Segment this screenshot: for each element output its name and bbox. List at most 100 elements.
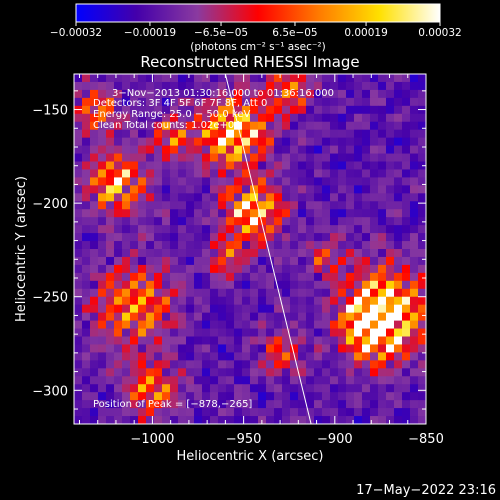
heatmap-cell xyxy=(210,249,219,258)
colorbar-tick-label: −0.00032 xyxy=(50,27,102,39)
heatmap-cell xyxy=(386,217,395,226)
heatmap-cell xyxy=(122,153,131,162)
heatmap-cell xyxy=(218,241,227,250)
heatmap-cell xyxy=(346,161,355,170)
heatmap-cell xyxy=(338,217,347,226)
heatmap-cell xyxy=(170,241,179,250)
heatmap-cell xyxy=(218,376,227,385)
heatmap-cell xyxy=(234,201,243,210)
heatmap-cell xyxy=(370,241,379,250)
heatmap-cell xyxy=(402,288,411,298)
heatmap-cell xyxy=(322,312,331,322)
heatmap-cell xyxy=(402,360,411,369)
heatmap-cell xyxy=(306,113,315,123)
heatmap-cell xyxy=(186,129,195,139)
heatmap-cell xyxy=(330,296,339,306)
heatmap-cell xyxy=(362,193,371,202)
heatmap-cell xyxy=(330,408,339,417)
heatmap-cell xyxy=(242,193,251,202)
heatmap-cell xyxy=(202,225,211,234)
heatmap-cell xyxy=(402,249,411,258)
heatmap-cell xyxy=(354,280,363,290)
heatmap-cell xyxy=(202,97,211,107)
heatmap-cell xyxy=(410,105,419,115)
heatmap-cell xyxy=(354,352,363,361)
heatmap-cell xyxy=(370,288,379,298)
heatmap-cell xyxy=(402,121,411,131)
heatmap-cell xyxy=(106,177,115,186)
heatmap-cell xyxy=(74,344,83,353)
heatmap-cell xyxy=(410,177,419,186)
heatmap-cell xyxy=(418,344,427,353)
heatmap-cell xyxy=(250,113,259,123)
heatmap-cell xyxy=(306,320,315,330)
heatmap-cell xyxy=(402,145,411,155)
heatmap-cell xyxy=(306,328,315,337)
heatmap-cell xyxy=(322,97,331,107)
heatmap-cell xyxy=(290,209,299,218)
heatmap-cell xyxy=(194,217,203,226)
heatmap-cell xyxy=(330,249,339,258)
heatmap-cell xyxy=(362,233,371,242)
heatmap-cell xyxy=(282,376,291,385)
heatmap-cell xyxy=(146,288,155,298)
heatmap-cell xyxy=(370,201,379,210)
heatmap-cell xyxy=(178,312,187,322)
heatmap-cell xyxy=(218,360,227,369)
heatmap-cell xyxy=(266,113,275,123)
heatmap-cell xyxy=(202,89,211,99)
heatmap-cell xyxy=(370,145,379,155)
heatmap-cell xyxy=(322,81,331,91)
heatmap-cell xyxy=(106,233,115,242)
heatmap-cell xyxy=(258,169,267,178)
heatmap-cell xyxy=(354,272,363,282)
heatmap-cell xyxy=(242,209,251,218)
heatmap-cell xyxy=(338,264,347,274)
heatmap-cell xyxy=(378,328,387,337)
heatmap-cell xyxy=(330,256,339,266)
heatmap-cell xyxy=(106,113,115,123)
heatmap-cell xyxy=(298,336,307,345)
heatmap-cell xyxy=(282,185,291,194)
heatmap-cell xyxy=(290,408,299,417)
heatmap-cell xyxy=(146,368,155,377)
heatmap-cell xyxy=(306,376,315,385)
heatmap-cell xyxy=(282,193,291,202)
heatmap-cell xyxy=(106,225,115,234)
heatmap-cell xyxy=(418,89,427,99)
heatmap-cell xyxy=(130,81,139,91)
heatmap-cell xyxy=(154,408,163,417)
heatmap-cell xyxy=(178,272,187,282)
heatmap-cell xyxy=(306,209,315,218)
heatmap-cell xyxy=(210,193,219,202)
heatmap-cell xyxy=(122,225,131,234)
heatmap-cell xyxy=(106,400,115,409)
heatmap-cell xyxy=(186,97,195,107)
heatmap-cell xyxy=(266,320,275,330)
heatmap-cell xyxy=(178,249,187,258)
heatmap-cell xyxy=(202,249,211,258)
heatmap-cell xyxy=(202,161,211,170)
heatmap-cell xyxy=(106,217,115,226)
heatmap-cell xyxy=(378,153,387,162)
heatmap-cell xyxy=(178,344,187,353)
y-tick-label: −200 xyxy=(32,197,68,212)
heatmap-cell xyxy=(210,89,219,99)
heatmap-cell xyxy=(194,416,203,425)
heatmap-cell xyxy=(122,296,131,306)
heatmap-cell xyxy=(290,145,299,155)
heatmap-cell xyxy=(154,352,163,361)
heatmap-cell xyxy=(234,74,243,83)
heatmap-cell xyxy=(226,328,235,337)
heatmap-cell xyxy=(138,129,147,139)
heatmap-cell xyxy=(82,169,91,178)
heatmap-cell xyxy=(90,233,99,242)
heatmap-cell xyxy=(154,121,163,131)
heatmap-cell xyxy=(338,288,347,298)
heatmap-cell xyxy=(258,336,267,345)
heatmap-cell xyxy=(258,161,267,170)
heatmap-cell xyxy=(346,416,355,425)
heatmap-cell xyxy=(162,344,171,353)
heatmap-cell xyxy=(330,288,339,298)
heatmap-cell xyxy=(186,376,195,385)
